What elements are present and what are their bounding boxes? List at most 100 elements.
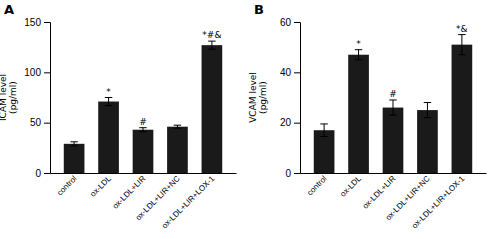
error-bar-cap — [174, 128, 181, 129]
tick-label: 0 — [285, 168, 291, 179]
panel: *#*#&050100150controlox-LDLox-LDL+LIRox-… — [0, 2, 237, 230]
error-bar — [174, 125, 181, 128]
bar — [202, 45, 223, 173]
tick-label: 20 — [280, 117, 292, 128]
tick: ox-LDL+LIR+LOX-1 — [410, 174, 467, 231]
bar — [417, 110, 438, 173]
x-axis: controlox-LDLox-LDL+LIRox-LDL+LIR+NCox-L… — [51, 174, 237, 231]
error-bar — [458, 35, 465, 55]
y-axis: 0 20 40 60 — [280, 17, 301, 179]
tick-label: ox-LDL — [338, 174, 363, 199]
error-bar-stem — [74, 142, 75, 146]
error-bar-cap — [389, 115, 396, 116]
axis-line — [294, 23, 301, 174]
plot-area — [64, 41, 222, 173]
tick-label: ox-LDL+LIR+LOX-1 — [160, 174, 217, 231]
tick: control — [55, 174, 79, 198]
plot-area — [314, 35, 472, 173]
tick: ox-LDL — [88, 174, 113, 199]
error-bar-cap — [458, 54, 465, 55]
bar — [64, 144, 85, 173]
tick: 40 — [280, 67, 300, 78]
tick-label: ox-LDL+LIR+LOX-1 — [410, 174, 467, 231]
tick: 0 — [285, 168, 300, 179]
tick-mark — [294, 22, 300, 23]
tick: ox-LDL+LIR — [361, 174, 398, 211]
panel: * # *& 0 20 40 60 control ox-LDLox-LDL+LIR ox-LDL… — [248, 2, 487, 230]
tick-label: ox-LDL+LIR — [361, 174, 398, 211]
error-bar-cap — [355, 59, 362, 60]
annotation: * — [356, 39, 361, 49]
tick: 150 — [24, 17, 50, 28]
error-bar-cap — [70, 141, 77, 142]
y-axis: 0 50 100 150 — [24, 17, 50, 179]
bar — [133, 130, 154, 173]
error-bar — [208, 41, 215, 49]
error-bar — [320, 124, 327, 137]
annotation: # — [389, 89, 397, 99]
error-bar — [424, 103, 431, 118]
tick-label: ox-LDL — [88, 174, 113, 199]
tick: ox-LDL+LIR — [111, 174, 148, 211]
panel-title: B — [254, 2, 264, 17]
tick-label: ox-LDL+LIR — [111, 174, 148, 211]
annotation: * — [106, 87, 111, 97]
x-axis: controlox-LDLox-LDL+LIRox-LDL+LIR+NCox-L… — [301, 174, 487, 231]
tick-label: 0 — [35, 168, 41, 179]
y-axis-title-line: (pg/ml) — [8, 81, 18, 114]
error-bar-cap — [105, 105, 112, 106]
tick-mark — [294, 173, 300, 174]
bar — [383, 108, 404, 173]
panel-title: A — [4, 2, 14, 17]
error-bar-stem — [427, 103, 428, 118]
error-bar-cap — [70, 145, 77, 146]
error-bar-cap — [105, 97, 112, 98]
error-bar-cap — [424, 102, 431, 103]
error-bar-cap — [208, 41, 215, 42]
tick-mark — [44, 173, 50, 174]
tick-label: 60 — [280, 17, 292, 28]
error-bar — [105, 98, 112, 106]
tick: 60 — [280, 17, 300, 28]
tick-mark — [44, 72, 50, 73]
tick-mark — [44, 123, 50, 124]
bar — [167, 127, 188, 173]
tick: 20 — [280, 117, 300, 128]
y-axis-title-line: VCAM level — [248, 72, 258, 123]
tick: 100 — [24, 67, 50, 78]
tick-label: control — [55, 174, 79, 198]
bar — [98, 102, 119, 173]
error-bar — [355, 50, 362, 60]
error-bar — [70, 142, 77, 146]
error-bar-cap — [320, 123, 327, 124]
tick-mark — [294, 123, 300, 124]
chart-root: *#*#&050100150controlox-LDLox-LDL+LIRox-… — [0, 0, 500, 239]
error-bar-cap — [139, 127, 146, 128]
tick-label: control — [305, 174, 329, 198]
error-bar-cap — [424, 117, 431, 118]
axis-line — [301, 173, 487, 174]
tick-label: 50 — [30, 117, 42, 128]
error-bar-stem — [358, 50, 359, 60]
y-axis-title-line: (pg/ml) — [258, 81, 268, 114]
axis-line — [44, 23, 51, 174]
tick-mark — [294, 72, 300, 73]
error-bar — [139, 128, 146, 132]
error-bar-cap — [458, 34, 465, 35]
error-bar-stem — [324, 124, 325, 137]
error-bar-cap — [320, 136, 327, 137]
error-bar-cap — [355, 49, 362, 50]
error-bar-stem — [461, 35, 462, 55]
tick: 50 — [30, 117, 50, 128]
y-axis-title-line: ICAM level — [0, 74, 8, 121]
tick: ox-LDL — [338, 174, 363, 199]
bar — [314, 130, 335, 173]
error-bar-cap — [174, 125, 181, 126]
tick-label: 150 — [24, 17, 41, 28]
error-bar — [389, 100, 396, 115]
y-axis-title: VCAM level(pg/ml) — [248, 72, 268, 123]
y-axis-title: ICAM level(pg/ml) — [0, 74, 18, 121]
bar — [452, 45, 473, 173]
annotation: *& — [456, 24, 468, 34]
error-bar-cap — [139, 131, 146, 132]
